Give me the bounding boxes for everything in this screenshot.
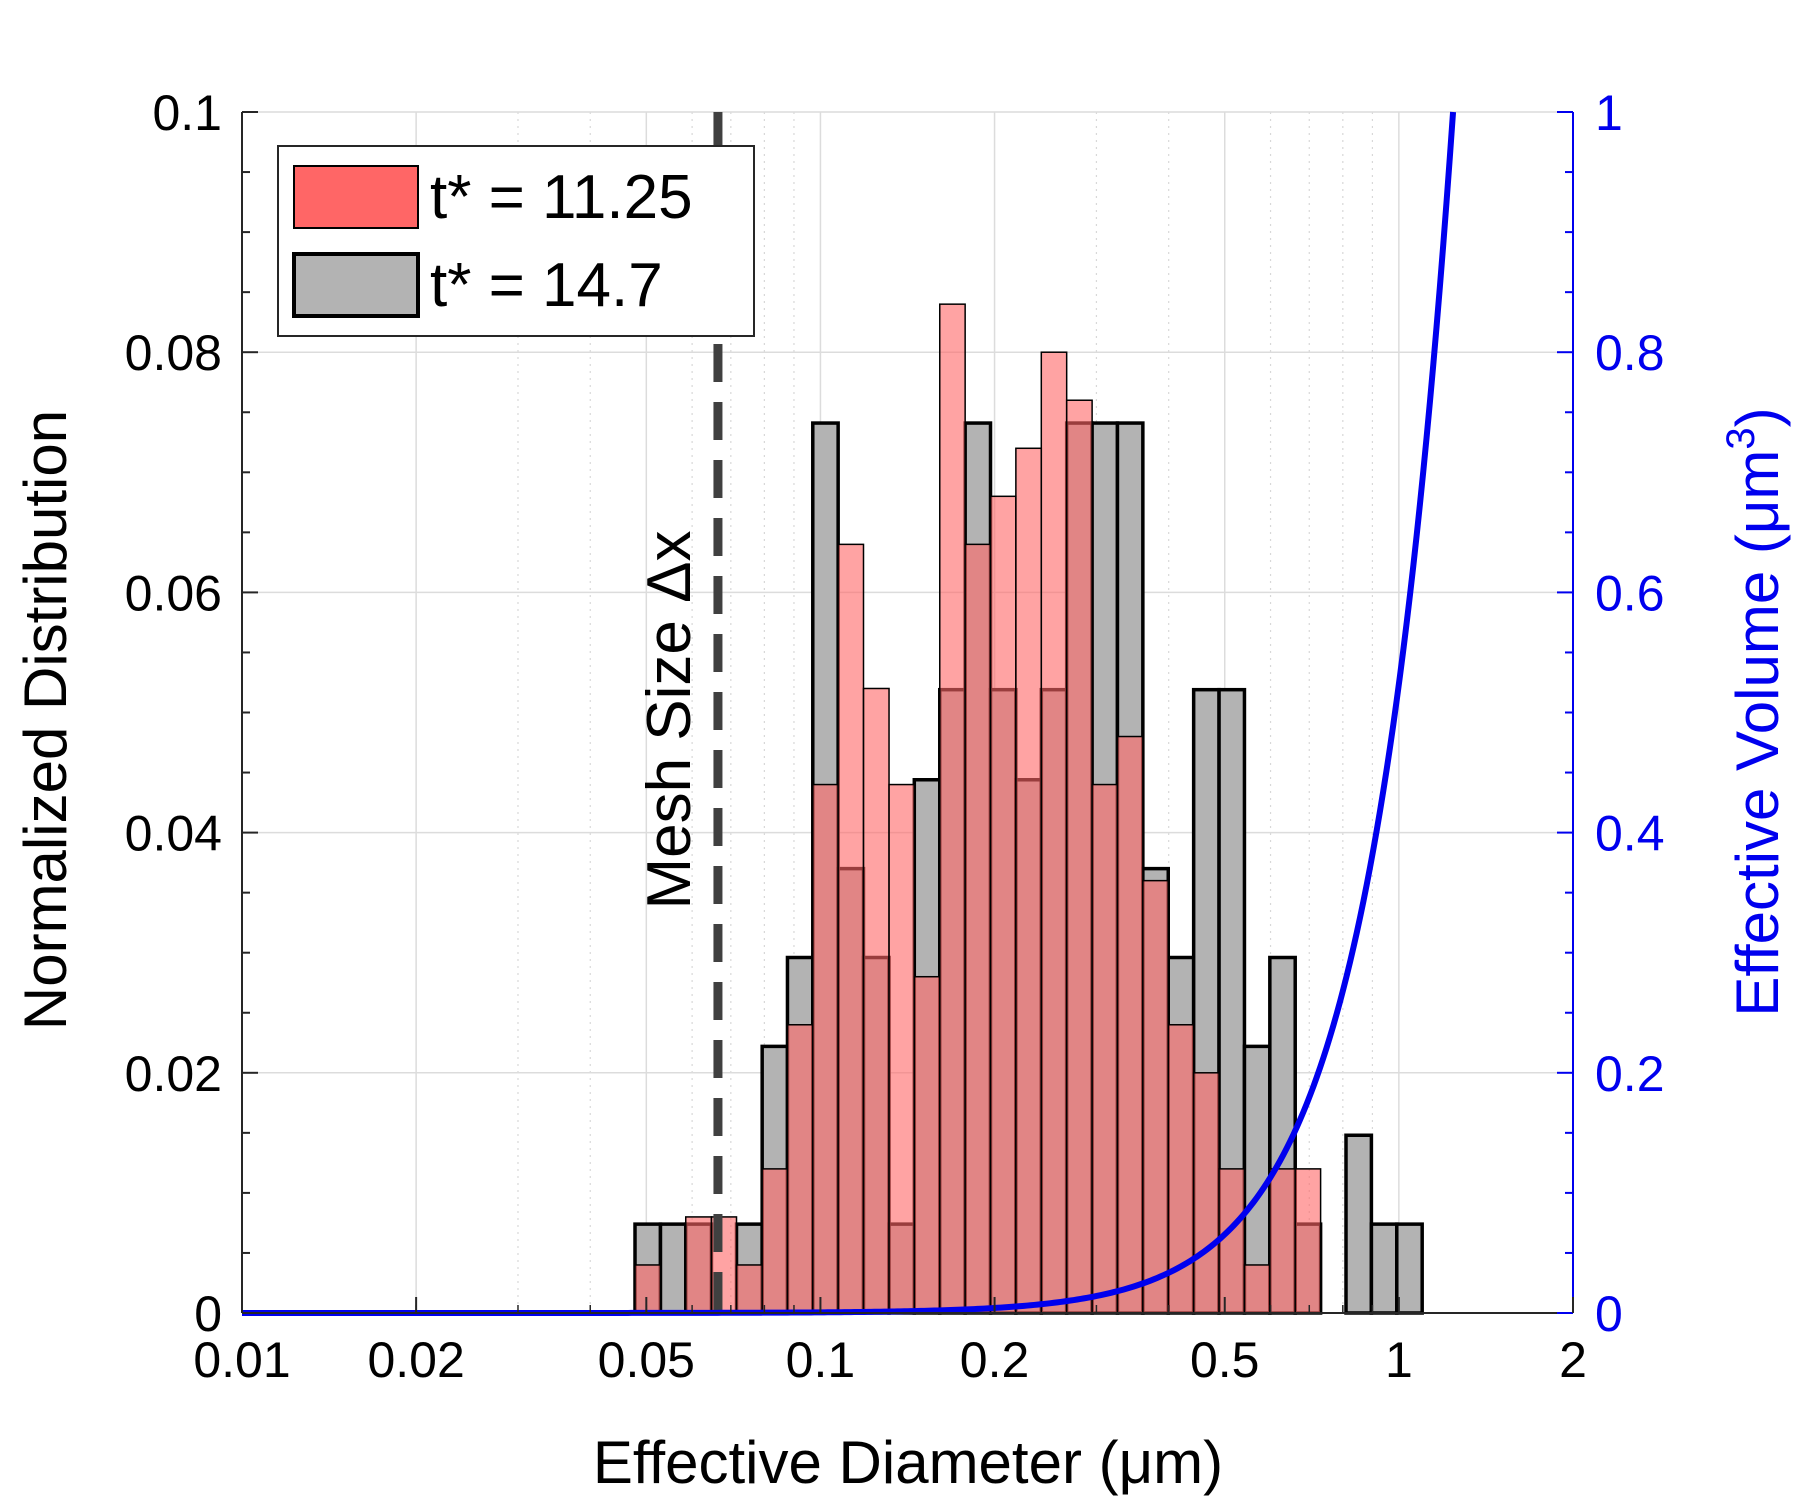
y-tick-label: 0.06 (125, 565, 222, 621)
bar-t14 (1344, 1133, 1374, 1315)
y2-tick-label: 0.6 (1595, 565, 1665, 621)
bar-t11 (1192, 1072, 1220, 1314)
bars (633, 303, 1424, 1315)
x-axis-title: Effective Diameter (μm) (593, 1429, 1223, 1496)
bar-t11 (1091, 783, 1119, 1314)
x-tick-label: 0.01 (193, 1332, 290, 1388)
legend: t* = 11.25 t* = 14.7 (277, 145, 755, 337)
x-tick-label: 0.2 (960, 1332, 1030, 1388)
mesh-size-line-group: Mesh Size Δx (635, 112, 723, 1313)
bar-t11 (1269, 1168, 1296, 1314)
bar-t11 (812, 783, 839, 1314)
x-tick-label: 0.5 (1190, 1332, 1260, 1388)
bar-t11 (837, 543, 865, 1314)
y2-tick-label: 0.4 (1595, 806, 1665, 862)
y2-axis-title: Effective Volume (μm3) (1719, 407, 1791, 1016)
mesh-size-label: Mesh Size Δx (635, 530, 704, 909)
bar-t11 (1015, 447, 1043, 1314)
bar-t11 (685, 1216, 713, 1314)
bar-t14 (1369, 1222, 1399, 1315)
bar-t11 (761, 1168, 789, 1314)
y-tick-label: 0.02 (125, 1046, 222, 1102)
bar-t11 (888, 783, 916, 1314)
bar-t11 (786, 1024, 814, 1314)
y-tick-label: 0.04 (125, 806, 222, 862)
axes: 0.01 0.02 0.05 0.1 0.2 0.5 1 200.020.040.060.08… (125, 85, 1665, 1388)
bar-t11 (1142, 879, 1170, 1314)
y2-tick-label: 0.8 (1595, 325, 1665, 381)
x-tick-label: 2 (1559, 1332, 1587, 1388)
y-axis-title: Normalized Distribution (12, 410, 79, 1030)
y2-axis-title-main: Effective Volume (μm (1724, 450, 1791, 1017)
legend-swatch (293, 165, 419, 229)
legend-swatch (292, 252, 420, 318)
bar-t11 (1243, 1264, 1271, 1314)
bar-t11 (913, 975, 941, 1314)
y-tick-label: 0.1 (152, 85, 222, 141)
bar-t11 (1218, 1168, 1246, 1314)
x-tick-label: 0.1 (786, 1332, 856, 1388)
bar-t11 (735, 1264, 763, 1314)
bar-t11 (1116, 735, 1144, 1314)
x-tick-label: 0.05 (598, 1332, 695, 1388)
y2-tick-label: 0.2 (1595, 1046, 1665, 1102)
bar-t11 (989, 495, 1017, 1314)
bar-t14 (1395, 1222, 1424, 1315)
bar-t11 (939, 303, 966, 1314)
bar-t11 (964, 543, 992, 1314)
y2-axis-title-end: ) (1724, 407, 1791, 427)
bar-t14 (658, 1222, 688, 1315)
bar-t11 (1065, 399, 1093, 1314)
x-tick-label: 1 (1385, 1332, 1413, 1388)
bar-t11 (862, 687, 890, 1314)
bar-t11 (634, 1264, 662, 1314)
bar-t11 (1040, 351, 1068, 1314)
x-tick-label: 0.02 (367, 1332, 464, 1388)
legend-label: t* = 11.25 (430, 163, 693, 232)
y2-axis-title-sup: 3 (1719, 427, 1763, 449)
bar-t11 (1294, 1168, 1322, 1314)
y-tick-label: 0 (194, 1286, 222, 1342)
y2-tick-label: 1 (1595, 85, 1623, 141)
legend-label: t* = 14.7 (430, 251, 663, 320)
y2-tick-label: 0 (1595, 1286, 1623, 1342)
y-tick-label: 0.08 (125, 325, 222, 381)
